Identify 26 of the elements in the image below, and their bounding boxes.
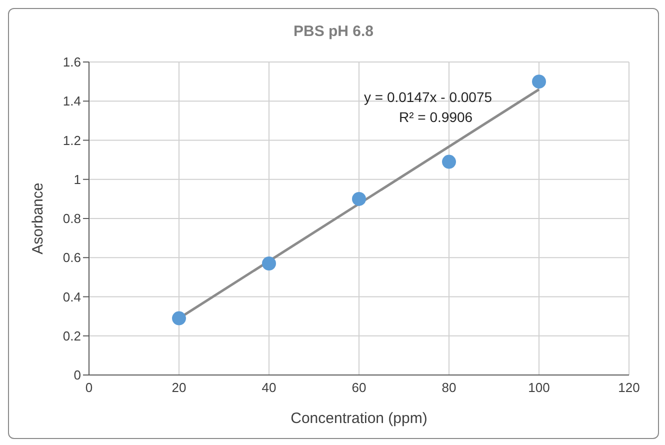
- y-tick-label: 0.6: [62, 250, 81, 266]
- x-axis-title: Concentration (ppm): [290, 410, 428, 427]
- annotation: y = 0.0147x - 0.0075: [364, 89, 492, 105]
- y-tick-label: 0: [74, 368, 81, 383]
- x-tick-label: 80: [442, 380, 456, 396]
- y-tick-label: 1.6: [62, 54, 81, 70]
- point: [532, 74, 546, 89]
- point: [172, 311, 186, 326]
- y-tick-label: 0.8: [62, 211, 81, 226]
- y-tick-label: 0.4: [62, 289, 81, 304]
- annotation: R² = 0.9906: [399, 109, 473, 125]
- y-tick-label: 1.4: [62, 94, 81, 109]
- point: [262, 256, 276, 270]
- y-tick-label: 1: [74, 172, 81, 187]
- x-tick-label: 20: [172, 380, 186, 396]
- x-tick-label: 100: [528, 380, 550, 396]
- y-axis-title: Asorbance: [29, 182, 46, 254]
- x-tick-label: 120: [618, 380, 640, 396]
- chart-title: PBS pH 6.8: [292, 23, 375, 40]
- point: [442, 154, 456, 169]
- y-tick-label: 0.2: [62, 328, 81, 344]
- point: [352, 192, 366, 206]
- x-tick-label: 40: [262, 380, 276, 396]
- x-tick-label: 0: [85, 380, 93, 396]
- y-tick-label: 1.2: [62, 132, 81, 148]
- x-tick-label: 60: [352, 380, 366, 396]
